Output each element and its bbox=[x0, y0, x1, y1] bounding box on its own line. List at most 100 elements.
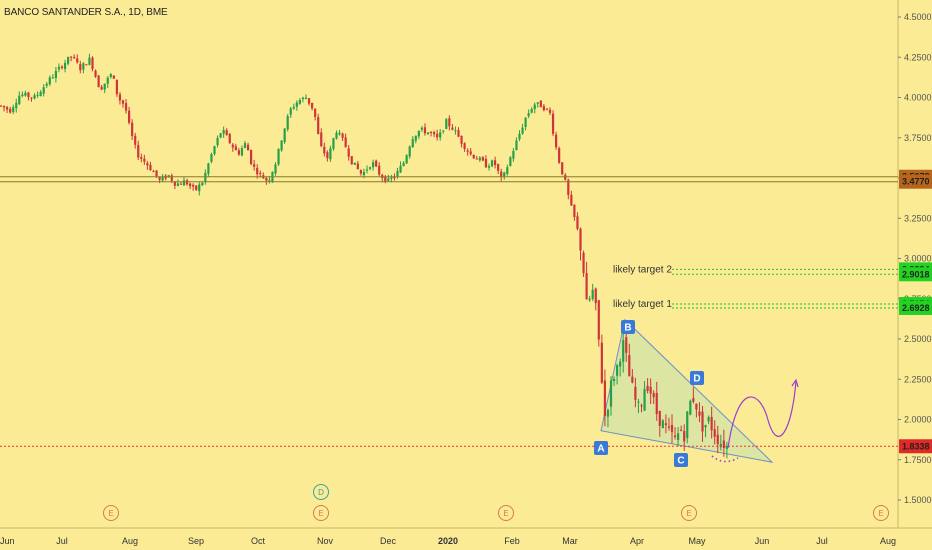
event-marker-label: E bbox=[108, 509, 113, 518]
candle-body bbox=[436, 133, 439, 138]
pattern-point-badge bbox=[594, 441, 608, 455]
candle-body bbox=[600, 342, 603, 383]
candle-body bbox=[250, 149, 253, 164]
candle-body bbox=[246, 144, 250, 151]
event-marker-label: E bbox=[686, 509, 691, 518]
y-tick-label: 3.2500 bbox=[904, 213, 932, 223]
candle-body bbox=[48, 77, 51, 85]
candle-body bbox=[509, 157, 512, 166]
candle-body bbox=[301, 97, 305, 100]
candle-body bbox=[704, 424, 707, 428]
candle-body bbox=[530, 109, 533, 113]
candle-body bbox=[91, 57, 94, 70]
candle-body bbox=[417, 130, 420, 137]
y-tick-label: 4.5000 bbox=[904, 12, 932, 22]
candle-body bbox=[631, 376, 634, 383]
candle-body bbox=[555, 134, 558, 148]
candle-body bbox=[411, 139, 414, 148]
candle-body bbox=[439, 132, 442, 138]
candle-body bbox=[597, 300, 600, 340]
candle-body bbox=[490, 160, 494, 167]
candle-body bbox=[60, 66, 64, 68]
y-tick-label: 2.5000 bbox=[904, 334, 932, 344]
candle-body bbox=[591, 289, 594, 299]
candle-body bbox=[63, 62, 67, 69]
candle-body bbox=[576, 216, 579, 229]
candle-body bbox=[225, 130, 228, 136]
candle-body bbox=[326, 152, 329, 159]
candle-body bbox=[253, 164, 256, 167]
x-tick-label: May bbox=[688, 536, 706, 546]
candle-body bbox=[545, 108, 549, 110]
candle-body bbox=[155, 170, 158, 177]
candle-body bbox=[85, 64, 88, 66]
y-tick-label: 2.0000 bbox=[904, 415, 932, 425]
x-tick-label: Jul bbox=[816, 536, 828, 546]
candle-body bbox=[207, 163, 210, 174]
candle-body bbox=[680, 429, 683, 431]
candle-body bbox=[341, 133, 344, 138]
x-tick-label: Mar bbox=[562, 536, 578, 546]
candle-body bbox=[667, 426, 671, 428]
candle-body bbox=[323, 146, 326, 154]
candle-body bbox=[210, 154, 213, 162]
candle-body bbox=[195, 185, 198, 190]
x-tick-label: Jul bbox=[56, 536, 68, 546]
candle-body bbox=[683, 431, 686, 442]
candle-body bbox=[286, 116, 289, 130]
candle-body bbox=[237, 150, 240, 155]
candle-body bbox=[359, 169, 362, 174]
candle-body bbox=[76, 58, 79, 63]
candle-body bbox=[423, 127, 427, 134]
candle-body bbox=[280, 140, 283, 151]
candle-body bbox=[454, 130, 457, 132]
candle-body bbox=[335, 132, 338, 139]
candle-body bbox=[396, 170, 399, 177]
candle-body bbox=[426, 132, 430, 135]
y-tick-label: 3.7500 bbox=[904, 133, 932, 143]
candle-body bbox=[131, 122, 134, 136]
candle-body bbox=[548, 109, 552, 113]
y-tick-label: 4.2500 bbox=[904, 52, 932, 62]
candle-body bbox=[365, 169, 369, 171]
candle-body bbox=[54, 70, 57, 79]
projection-curve bbox=[727, 380, 797, 449]
candle-body bbox=[170, 175, 173, 181]
candle-body bbox=[298, 99, 301, 104]
price-label-bg bbox=[899, 267, 932, 282]
candle-body bbox=[527, 113, 530, 117]
candle-body bbox=[692, 397, 695, 402]
triangle-pattern bbox=[600, 318, 774, 463]
candle-body bbox=[561, 162, 564, 175]
candle-body bbox=[445, 119, 448, 129]
candle-body bbox=[115, 79, 118, 95]
candle-body bbox=[268, 179, 271, 181]
candle-body bbox=[21, 94, 24, 96]
pattern-point-label: A bbox=[597, 444, 604, 455]
candle-body bbox=[503, 172, 506, 177]
candle-body bbox=[390, 177, 393, 179]
candle-body bbox=[378, 165, 381, 175]
candle-body bbox=[42, 87, 45, 94]
candle-body bbox=[57, 66, 61, 70]
candle-body bbox=[97, 75, 100, 88]
candle-body bbox=[372, 162, 375, 168]
candle-body bbox=[433, 132, 436, 135]
candle-body bbox=[353, 162, 356, 165]
candle-body bbox=[551, 113, 555, 134]
candle-body bbox=[616, 365, 619, 376]
candle-body bbox=[112, 75, 115, 79]
candle-body bbox=[329, 148, 332, 160]
candle-body bbox=[405, 155, 408, 164]
candle-body bbox=[295, 102, 298, 107]
candle-body bbox=[317, 117, 320, 135]
candle-body bbox=[231, 144, 234, 148]
candle-body bbox=[307, 98, 311, 104]
candle-body bbox=[185, 180, 189, 185]
candle-body bbox=[36, 94, 39, 96]
candle-body bbox=[579, 228, 582, 251]
event-marker-dividend bbox=[313, 484, 329, 500]
candle-body bbox=[625, 337, 628, 353]
